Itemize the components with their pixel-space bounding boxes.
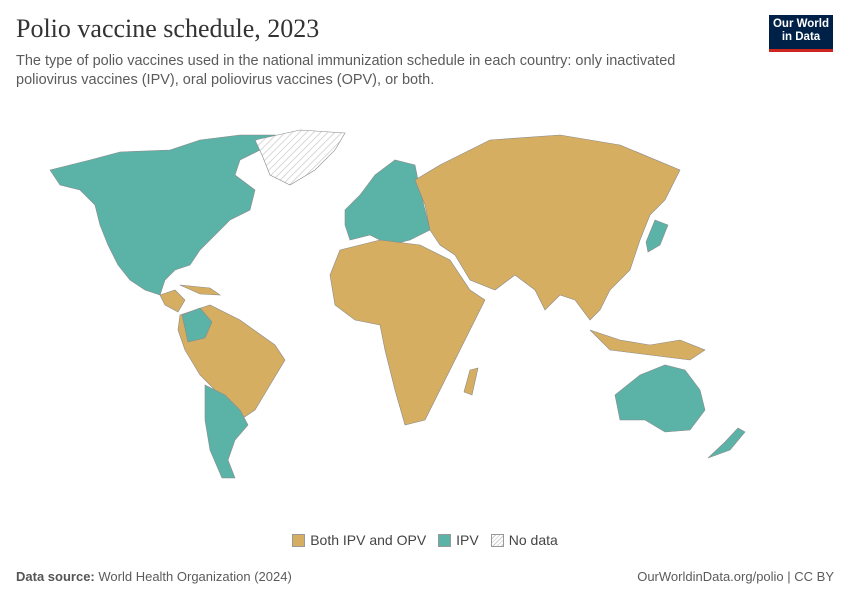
legend: Both IPV and OPV IPV No data (0, 532, 850, 548)
region-central-america[interactable] (159, 289, 186, 313)
world-map (49, 129, 746, 479)
region-southern-cone[interactable] (204, 384, 249, 479)
legend-swatch (438, 533, 452, 547)
region-greenland[interactable] (254, 129, 346, 186)
region-new-zealand[interactable] (707, 427, 746, 459)
region-asia[interactable] (414, 134, 681, 321)
data-source: Data source: World Health Organization (… (16, 569, 292, 584)
legend-item-no-data[interactable]: No data (490, 532, 558, 548)
legend-item-both[interactable]: Both IPV and OPV (292, 532, 426, 548)
region-japan[interactable] (645, 219, 669, 253)
region-indonesia[interactable] (589, 329, 706, 361)
owid-logo[interactable]: Our World in Data (769, 15, 833, 52)
region-colombia[interactable] (181, 307, 213, 343)
region-western-europe[interactable] (344, 159, 431, 246)
page-subtitle: The type of polio vaccines used in the n… (16, 53, 676, 88)
region-africa[interactable] (329, 239, 486, 426)
page-title: Polio vaccine schedule, 2023 (16, 14, 320, 43)
legend-swatch (292, 533, 306, 547)
legend-swatch (490, 533, 504, 547)
region-caribbean[interactable] (179, 284, 222, 296)
region-north-america[interactable] (49, 134, 276, 296)
legend-item-ipv[interactable]: IPV (438, 532, 479, 548)
source-link[interactable]: OurWorldinData.org/polio | CC BY (637, 569, 834, 584)
region-madagascar[interactable] (463, 367, 479, 396)
region-australia[interactable] (614, 364, 706, 433)
